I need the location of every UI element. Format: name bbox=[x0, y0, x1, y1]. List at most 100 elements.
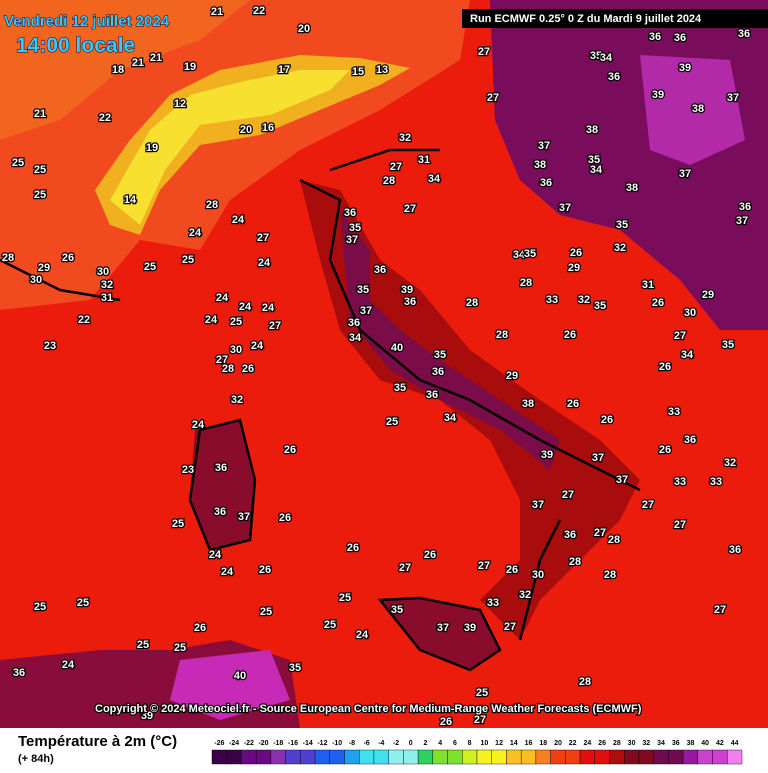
color-swatch bbox=[520, 749, 537, 765]
temperature-label: 27 bbox=[216, 354, 228, 366]
colorbar-tick-label: 2 bbox=[424, 740, 428, 747]
color-swatch bbox=[226, 749, 242, 765]
temperature-label: 27 bbox=[390, 161, 402, 173]
temperature-label: 27 bbox=[714, 604, 726, 616]
temperature-label: 40 bbox=[391, 342, 403, 354]
colorbar-tick-label: 8 bbox=[468, 740, 472, 747]
colorbar-tick-label: 44 bbox=[731, 740, 739, 747]
temperature-label: 25 bbox=[182, 254, 194, 266]
temperature-label: 26 bbox=[440, 716, 452, 728]
colorbar-tick-label: 18 bbox=[539, 740, 547, 747]
forecast-date: Vendredi 12 juillet 2024 bbox=[4, 13, 170, 30]
temperature-label: 24 bbox=[239, 301, 252, 313]
color-swatch bbox=[727, 749, 743, 765]
temperature-label: 21 bbox=[211, 6, 223, 18]
color-swatch bbox=[594, 749, 610, 765]
temperature-label: 37 bbox=[538, 140, 550, 152]
color-swatch bbox=[638, 749, 654, 765]
colorbar-tick-label: 6 bbox=[453, 740, 457, 747]
temperature-label: 25 bbox=[230, 316, 242, 328]
temperature-label: 24 bbox=[192, 419, 205, 431]
temperature-label: 32 bbox=[101, 279, 113, 291]
temperature-label: 38 bbox=[586, 124, 598, 136]
temperature-label: 28 bbox=[383, 175, 395, 187]
temperature-label: 27 bbox=[674, 519, 686, 531]
temperature-label: 36 bbox=[608, 71, 620, 83]
colorbar-tick-label: 22 bbox=[569, 740, 577, 747]
temperature-label: 17 bbox=[278, 64, 290, 76]
temperature-label: 36 bbox=[348, 317, 360, 329]
temperature-label: 31 bbox=[101, 292, 113, 304]
temperature-label: 20 bbox=[240, 124, 252, 136]
temperature-label: 20 bbox=[298, 23, 310, 35]
color-swatch bbox=[373, 749, 389, 765]
color-swatch bbox=[359, 749, 375, 765]
temperature-label: 34 bbox=[444, 412, 457, 424]
colorbar-tick-label: 4 bbox=[438, 740, 442, 747]
temperature-label: 19 bbox=[184, 61, 196, 73]
temperature-label: 27 bbox=[487, 92, 499, 104]
temperature-label: 26 bbox=[62, 252, 74, 264]
temperature-label: 33 bbox=[710, 476, 722, 488]
colorbar-tick-label: 12 bbox=[495, 740, 503, 747]
temperature-label: 32 bbox=[399, 132, 411, 144]
color-swatch bbox=[491, 749, 507, 765]
color-swatch bbox=[432, 749, 448, 765]
copyright: Copyright © 2024 Meteociel.fr - Source E… bbox=[95, 703, 642, 715]
temperature-label: 29 bbox=[568, 262, 580, 274]
run-box bbox=[462, 9, 768, 28]
temperature-label: 26 bbox=[652, 297, 664, 309]
temperature-label: 39 bbox=[541, 449, 553, 461]
temperature-label: 15 bbox=[352, 66, 364, 78]
temperature-label: 35 bbox=[590, 50, 602, 62]
temperature-label: 25 bbox=[260, 606, 272, 618]
temperature-label: 28 bbox=[569, 556, 581, 568]
temperature-label: 28 bbox=[206, 199, 218, 211]
colorbar-tick-label: 14 bbox=[510, 740, 518, 747]
temperature-label: 34 bbox=[600, 52, 613, 64]
color-swatch bbox=[285, 749, 301, 765]
color-swatch bbox=[682, 749, 699, 765]
temperature-label: 26 bbox=[284, 444, 296, 456]
alps bbox=[95, 55, 410, 235]
temperature-label: 25 bbox=[476, 687, 488, 699]
temperature-label: 27 bbox=[674, 330, 686, 342]
color-swatch bbox=[417, 749, 434, 765]
legend-title: Température à 2m (°C) bbox=[18, 733, 177, 750]
temperature-label: 25 bbox=[339, 592, 351, 604]
colorbar-tick-label: -12 bbox=[317, 740, 327, 747]
temperature-label: 24 bbox=[262, 302, 275, 314]
temperature-label: 37 bbox=[592, 452, 604, 464]
temperature-label: 24 bbox=[189, 227, 202, 239]
run-info: Run ECMWF 0.25° 0 Z du Mardi 9 juillet 2… bbox=[470, 13, 702, 25]
warm-region bbox=[0, 0, 250, 140]
color-swatch bbox=[565, 749, 581, 765]
colorbar-tick-label: -8 bbox=[349, 740, 355, 747]
temperature-label: 36 bbox=[739, 201, 751, 213]
temperature-label: 36 bbox=[344, 207, 356, 219]
temperature-label: 36 bbox=[729, 544, 741, 556]
temperature-label: 23 bbox=[182, 464, 194, 476]
very-hot-region bbox=[640, 55, 745, 165]
temperature-label: 35 bbox=[394, 382, 406, 394]
temperature-label: 32 bbox=[724, 457, 736, 469]
temperature-label: 24 bbox=[356, 629, 369, 641]
temperature-label: 21 bbox=[150, 52, 162, 64]
temperature-label: 28 bbox=[604, 569, 616, 581]
color-swatch bbox=[624, 749, 640, 765]
temperature-label: 29 bbox=[506, 370, 518, 382]
temperature-label: 36 bbox=[649, 31, 661, 43]
temperature-label: 27 bbox=[504, 621, 516, 633]
temperature-label: 36 bbox=[674, 32, 686, 44]
temperature-label: 27 bbox=[257, 232, 269, 244]
colorbar-tick-label: 26 bbox=[598, 740, 606, 747]
temperature-label: 31 bbox=[418, 154, 430, 166]
color-swatch bbox=[344, 749, 360, 765]
temperature-label: 33 bbox=[546, 294, 558, 306]
temperature-label: 26 bbox=[194, 622, 206, 634]
temperature-label: 25 bbox=[34, 601, 46, 613]
temperature-labels: 22 21 20 18 21 21 19 17 15 13 20 16 19 22 21 12 14 25 25 25… bbox=[1, 4, 753, 730]
temperature-label: 27 bbox=[642, 499, 654, 511]
temperature-label: 36 bbox=[13, 667, 25, 679]
